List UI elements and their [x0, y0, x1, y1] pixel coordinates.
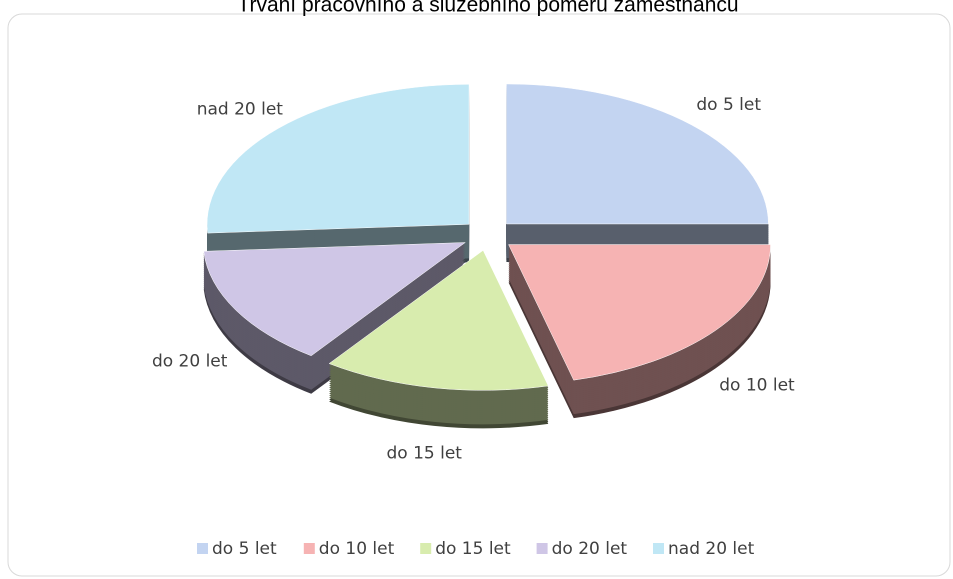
slice: [506, 83, 769, 262]
slice: [508, 244, 771, 419]
slice: [206, 84, 470, 234]
chart-title: Trvání pracovního a služebního poměru za…: [237, 0, 738, 17]
legend-swatch: [303, 543, 315, 554]
legend-swatch: [197, 543, 208, 554]
slice: [328, 249, 549, 429]
legend-label: nad 20 let: [668, 539, 755, 559]
legend-swatch: [536, 543, 548, 554]
legend-label: do 20 let: [552, 539, 628, 559]
data-label: do 10 let: [719, 376, 795, 396]
data-label: do 20 let: [152, 351, 228, 371]
data-label: do 15 let: [386, 443, 462, 463]
legend-label: do 10 let: [319, 539, 395, 559]
slice: [328, 249, 549, 391]
data-label: nad 20 let: [197, 99, 284, 119]
legend-label: do 5 let: [212, 539, 277, 559]
slice: [506, 83, 769, 225]
legend-label: do 15 let: [435, 539, 511, 559]
slice: [508, 244, 771, 381]
slice: [206, 84, 470, 272]
slice: [203, 242, 467, 394]
slice: [203, 242, 467, 357]
data-label: do 5 let: [696, 95, 761, 115]
legend-swatch: [653, 543, 664, 554]
legend-swatch: [420, 543, 432, 554]
